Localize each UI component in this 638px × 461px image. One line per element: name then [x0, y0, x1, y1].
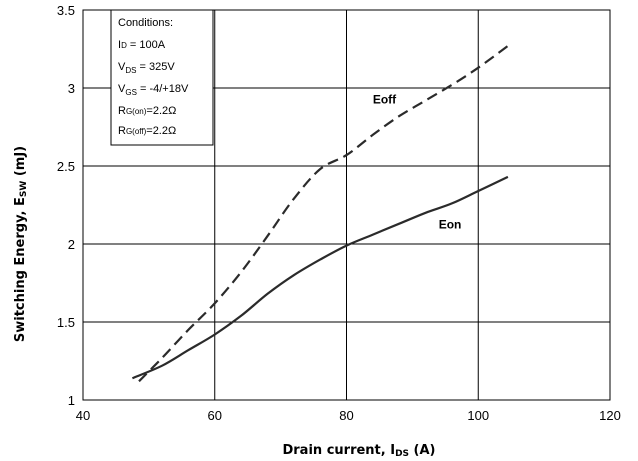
series-label-eoff: Eoff [373, 93, 397, 107]
conditions-box: Conditions: ID = 100A VDS = 325V VGS = -… [110, 9, 214, 146]
x-tick-label: 60 [208, 408, 222, 423]
y-tick-label: 1 [68, 393, 75, 408]
conditions-title: Conditions: [118, 17, 173, 29]
condition-rg-off: RG(off)=2.2Ω [118, 125, 176, 137]
y-tick-labels: 1 1.5 2 2.5 3 3.5 [57, 3, 75, 408]
condition-id: ID = 100A [118, 39, 166, 51]
x-tick-label: 80 [339, 408, 353, 423]
condition-rg-on: RG(on)=2.2Ω [118, 105, 176, 117]
x-axis-title: Drain current, IDS (A) [282, 443, 435, 459]
y-tick-label: 3.5 [57, 3, 75, 18]
condition-vds: VDS = 325V [118, 61, 175, 75]
y-axis-title: Switching Energy, ESW (mJ) [13, 146, 29, 342]
x-tick-label: 120 [599, 408, 621, 423]
x-tick-label: 100 [467, 408, 489, 423]
plot-frame [82, 9, 611, 401]
condition-vgs: VGS = -4/+18V [118, 83, 189, 97]
x-tick-labels: 40 60 80 100 120 [76, 408, 621, 423]
y-tick-label: 3 [68, 81, 75, 96]
series-line-eoff [138, 45, 509, 383]
series-label-eon: Eon [439, 217, 462, 231]
series-line-eon [131, 175, 509, 380]
conditions-box-frame [110, 9, 214, 146]
series-lines [131, 45, 509, 383]
x-tick-label: 40 [76, 408, 90, 423]
y-tick-label: 2 [68, 237, 75, 252]
y-tick-label: 2.5 [57, 159, 75, 174]
y-tick-label: 1.5 [57, 315, 75, 330]
